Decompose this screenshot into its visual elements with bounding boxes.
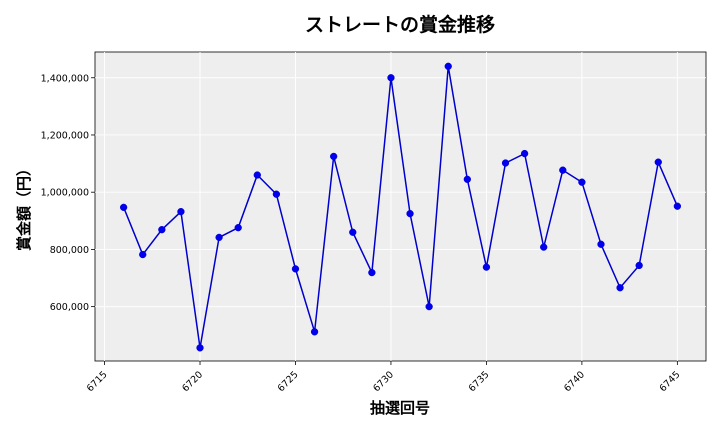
series-line [122,66,679,348]
y-tick-label: 1,200,000 [41,130,89,141]
chart-title: ストレートの賞金推移 [305,13,495,36]
data-point [406,210,414,218]
data-point [654,158,662,166]
data-point [215,233,223,242]
grid-lines [95,52,706,361]
x-tick-label: 6720 [180,369,205,394]
data-point [253,171,261,179]
data-point [616,284,624,292]
y-tick-label: 800,000 [50,245,89,256]
data-point [177,208,185,216]
x-axis-label: 抽選回号 [370,399,430,417]
data-point [635,261,643,270]
data-point [540,243,548,251]
data-point [559,166,567,174]
y-tick-label: 1,000,000 [41,188,89,199]
data-point [425,302,433,311]
data-point [158,226,166,234]
data-point [330,152,338,161]
data-point [673,202,682,210]
x-tick-label: 6725 [276,369,301,394]
data-point [196,344,204,352]
data-point [444,62,452,70]
data-point [463,175,471,183]
data-point [501,159,510,167]
y-tick-label: 1,400,000 [41,73,89,84]
data-point [291,265,300,273]
data-point [520,149,529,158]
y-axis-label: 賞金額（円） [15,161,33,251]
x-tick-label: 6730 [371,369,396,394]
y-tick-label: 600,000 [50,302,89,313]
series-layer [119,62,682,352]
data-point [310,328,319,336]
x-tick-label: 6715 [85,369,110,394]
data-point [349,228,357,236]
data-point [139,250,147,259]
x-tick-label: 6745 [658,369,683,394]
data-point [368,268,376,277]
data-point [597,240,605,248]
data-point [272,190,281,198]
plot-area [94,51,707,362]
x-tick-label: 6740 [562,369,587,394]
data-point [119,203,128,212]
x-tick-label: 6735 [467,369,492,394]
data-point [578,178,586,186]
data-point [387,74,395,82]
data-point [482,263,491,271]
data-point [234,224,242,232]
